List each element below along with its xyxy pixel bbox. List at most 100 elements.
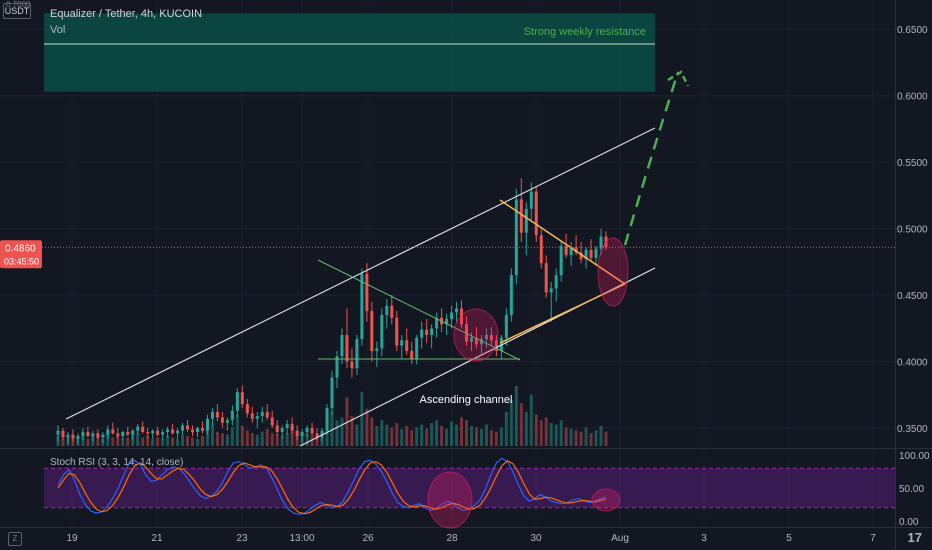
candle-body [76, 436, 80, 439]
volume-bar [245, 430, 249, 446]
candle-body [200, 428, 204, 431]
stoch-rsi-pane: 100.00 50.00 0.00 [44, 451, 930, 529]
volume-bar [151, 438, 155, 446]
candle-body [509, 275, 513, 316]
candle-body [455, 308, 459, 313]
candle-body [66, 434, 70, 438]
currency-button[interactable]: USDT [3, 3, 31, 19]
candle-body [460, 308, 464, 325]
candle-body [116, 433, 120, 437]
volume-bar [200, 436, 204, 446]
time-tick: 19 [66, 533, 78, 544]
volume-bar [275, 434, 279, 446]
candle-body [186, 425, 190, 430]
resistance-annotation: Strong weekly resistance [524, 26, 646, 38]
wedge-upper [317, 259, 521, 361]
candle-body [290, 424, 294, 431]
candle-body [156, 430, 160, 435]
volume-bar [569, 428, 573, 446]
price-axis[interactable]: 0.3500 0.4000 0.4500 0.5000 0.5500 0.6000 0.65… [897, 25, 928, 435]
candle-body [390, 305, 394, 318]
zoom-button[interactable]: Z [8, 532, 22, 546]
volume-bar [235, 414, 239, 446]
candle-body [56, 430, 60, 435]
candle-body [385, 305, 389, 316]
price-tick: 0.4000 [897, 358, 928, 369]
price-badge-bg [0, 240, 42, 269]
volume-bar [121, 438, 125, 446]
candle-body [435, 317, 439, 329]
volume-bar [220, 433, 224, 446]
volume-bar [171, 437, 175, 446]
volume-label: Vol [50, 24, 66, 36]
volume-bar [544, 417, 548, 446]
candle-body [474, 337, 478, 345]
candle-body [220, 417, 224, 423]
candle-body [310, 428, 314, 434]
volume-bar [395, 423, 399, 446]
time-tick: 28 [446, 533, 458, 544]
volume-bar [205, 428, 209, 446]
volume-bar [111, 437, 115, 446]
candle-body [230, 410, 234, 421]
volume-bar [484, 424, 488, 446]
candle-body [280, 428, 284, 433]
candle-body [415, 337, 419, 359]
volume-bar [340, 417, 344, 446]
volume-bar [514, 386, 518, 446]
volume-bar [250, 433, 254, 446]
candle-body [295, 430, 299, 437]
candle-body [544, 263, 548, 293]
volume-bar [156, 437, 160, 446]
volume-bar [479, 428, 483, 446]
volume-bar [161, 438, 165, 446]
candle-body [161, 432, 165, 435]
candle-body [176, 430, 180, 434]
volume-bar [370, 417, 374, 446]
projection-arrowhead [667, 70, 690, 87]
volume-bar [106, 433, 110, 446]
candle-body [265, 412, 269, 418]
candle-body [479, 338, 483, 345]
candle-body [305, 428, 309, 433]
volume-bar [350, 416, 354, 446]
candle-body [195, 428, 199, 433]
candle-body [484, 335, 488, 339]
highlight-circle [453, 308, 499, 362]
candle-body [340, 335, 344, 357]
candle-body [430, 328, 434, 336]
volume-bar [574, 430, 578, 446]
time-axis[interactable]: 19 21 23 13:00 26 28 30 Aug 3 5 7 [66, 533, 876, 544]
time-tick: 13:00 [289, 533, 314, 544]
candle-body [166, 429, 170, 433]
candle-body [405, 340, 409, 351]
volume-bar [509, 400, 513, 446]
volume-bar [524, 411, 528, 446]
volume-bar [589, 433, 593, 446]
price-badge-value: 0.4860 [5, 243, 36, 254]
price-tick: 0.5500 [897, 158, 928, 169]
volume-bar [176, 438, 180, 446]
volume-bar [330, 411, 334, 446]
candle-body [584, 249, 588, 260]
candle-body [61, 430, 65, 438]
candle-body [599, 236, 603, 249]
volume-bar [519, 403, 523, 446]
rsi-tick: 100.00 [899, 451, 930, 462]
volume-bar [345, 397, 349, 446]
price-tick: 0.6000 [897, 92, 928, 103]
candle-body [345, 335, 349, 362]
candle-body [365, 273, 369, 312]
volume-bar [210, 424, 214, 446]
price-tick: 0.4500 [897, 291, 928, 302]
time-tick: 7 [870, 533, 876, 544]
price-tick: 0.3500 [897, 424, 928, 435]
volume-bar [315, 436, 319, 446]
volume-bar [415, 427, 419, 446]
candle-body [539, 235, 543, 264]
resistance-zone [44, 13, 655, 92]
time-tick: 26 [362, 533, 374, 544]
stoch-k-line [57, 457, 607, 516]
volume-bar [365, 408, 369, 446]
